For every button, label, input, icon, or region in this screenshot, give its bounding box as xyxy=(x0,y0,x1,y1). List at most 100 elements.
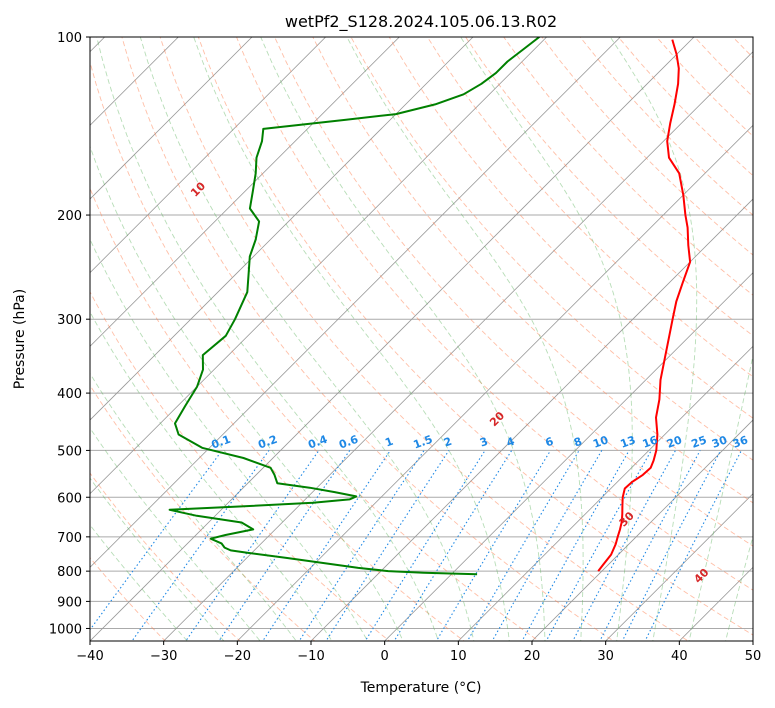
isotherm-line xyxy=(90,37,548,495)
mixing-ratio-label: 4 xyxy=(505,435,517,450)
mixing-ratio-label: 1.5 xyxy=(412,433,435,452)
mixing-ratio-line xyxy=(262,450,391,641)
dry-adiabat-line xyxy=(503,37,753,296)
x-tick-label: 50 xyxy=(745,649,762,664)
mixing-ratio-label: 8 xyxy=(572,435,584,450)
dry-adiabat-line xyxy=(90,384,316,641)
mixing-ratio-line xyxy=(599,450,701,641)
isotherm-line xyxy=(163,51,753,641)
moist-adiabat-line xyxy=(96,37,439,641)
isotherm-line xyxy=(0,10,58,653)
moist-adiabat-line xyxy=(90,145,404,641)
x-tick-label: −20 xyxy=(224,649,251,664)
dry-adiabat-line xyxy=(465,37,753,337)
mixing-ratio-line xyxy=(572,450,676,641)
chart-title: wetPf2_S128.2024.105.06.13.R02 xyxy=(285,12,557,32)
moist-adiabat-line xyxy=(90,477,225,641)
y-axis-label: Pressure (hPa) xyxy=(12,289,28,389)
mixing-ratio-line xyxy=(435,450,552,641)
isotherm-line xyxy=(457,345,753,641)
mixing-ratio-label: 0.2 xyxy=(256,433,279,452)
y-tick-label: 500 xyxy=(57,444,82,459)
y-tick-label: 600 xyxy=(57,491,82,506)
dry-adiabat-line xyxy=(745,10,775,653)
y-tick-label: 1000 xyxy=(49,622,82,637)
dry-adiabat-line xyxy=(541,37,753,256)
mixing-ratio-label: 3 xyxy=(478,435,490,450)
dewpoint-trace xyxy=(168,37,540,576)
y-tick-label: 300 xyxy=(57,313,82,328)
isotherm-line xyxy=(531,419,753,641)
moist-adiabat-line xyxy=(90,311,333,641)
dry-adiabat-line xyxy=(90,472,241,641)
isotherm-line xyxy=(90,37,179,126)
moist-adiabat-line xyxy=(609,37,698,641)
mixing-ratio-label: 1 xyxy=(383,435,395,450)
moist-adiabat-label: 10 xyxy=(188,179,208,199)
moist-adiabat-line xyxy=(90,524,188,641)
moist-adiabat-line xyxy=(688,353,753,641)
plot-frame xyxy=(89,36,754,642)
moist-adiabat-line xyxy=(90,372,297,641)
x-tick-label: 30 xyxy=(597,649,614,664)
dry-adiabat-line xyxy=(655,37,753,137)
moist-adiabat-line xyxy=(460,37,633,641)
mixing-ratio-label: 16 xyxy=(641,433,660,451)
isotherm-line xyxy=(310,198,753,641)
x-tick-label: 10 xyxy=(450,649,467,664)
mixing-ratio-label: 0.1 xyxy=(210,433,233,452)
isotherm-line xyxy=(605,493,753,641)
isotherm-line xyxy=(90,37,474,421)
mixing-ratio-line xyxy=(325,450,450,641)
mixing-ratio-line xyxy=(90,450,223,631)
moist-adiabat-line xyxy=(260,37,546,641)
isotherm-line xyxy=(90,37,327,274)
dry-adiabat-line xyxy=(236,37,753,591)
moist-adiabat-line xyxy=(139,37,475,641)
mixing-ratio-label: 6 xyxy=(544,435,556,450)
dry-adiabat-line xyxy=(90,556,166,641)
mixing-ratio-line xyxy=(466,450,580,641)
moist-adiabat-line xyxy=(346,37,584,641)
mixing-ratio-label: 2 xyxy=(442,435,454,450)
dry-adiabat-line xyxy=(388,37,753,419)
moist-adiabat-label: 20 xyxy=(487,409,507,429)
dry-adiabat-line xyxy=(617,37,753,177)
dry-adiabat-line xyxy=(90,290,391,641)
isotherm-line xyxy=(90,37,695,641)
mixing-ratio-label: 0.4 xyxy=(306,433,329,452)
isotherm-line xyxy=(236,124,753,641)
mixing-ratio-line xyxy=(393,450,513,641)
mixing-ratio-label: 20 xyxy=(665,433,684,451)
dry-adiabat-line xyxy=(90,60,540,641)
moist-adiabat-line xyxy=(90,238,369,641)
moist-adiabat-line xyxy=(90,427,261,641)
temperature-trace xyxy=(597,39,692,572)
dry-adiabat-line xyxy=(426,37,753,378)
x-tick-label: −40 xyxy=(76,649,103,664)
isotherm-line xyxy=(752,640,753,641)
x-tick-label: −10 xyxy=(297,649,324,664)
mixing-ratio-line xyxy=(185,450,320,641)
mixing-ratio-line xyxy=(491,450,603,641)
x-tick-label: −30 xyxy=(150,649,177,664)
moist-adiabat-line xyxy=(759,37,775,653)
x-axis-label: Temperature (°C) xyxy=(360,680,482,696)
dry-adiabat-line xyxy=(121,37,615,641)
dry-adiabat-line xyxy=(274,37,753,547)
dry-adiabat-line xyxy=(197,37,753,636)
mixing-ratio-label: 30 xyxy=(710,433,729,451)
mixing-ratio-line xyxy=(545,450,652,641)
y-tick-label: 200 xyxy=(57,209,82,224)
x-tick-label: 0 xyxy=(381,649,389,664)
mixing-ratio-line xyxy=(644,450,742,641)
y-tick-label: 800 xyxy=(57,565,82,580)
isotherm-line xyxy=(90,37,621,568)
moist-adiabat-line xyxy=(725,534,753,641)
mixing-ratio-line xyxy=(298,450,425,641)
mixing-ratio-line xyxy=(364,450,486,641)
y-tick-label: 400 xyxy=(57,387,82,402)
mixing-ratio-line xyxy=(131,450,270,641)
dry-adiabat-line xyxy=(732,37,753,59)
mixing-ratio-line xyxy=(218,450,351,641)
